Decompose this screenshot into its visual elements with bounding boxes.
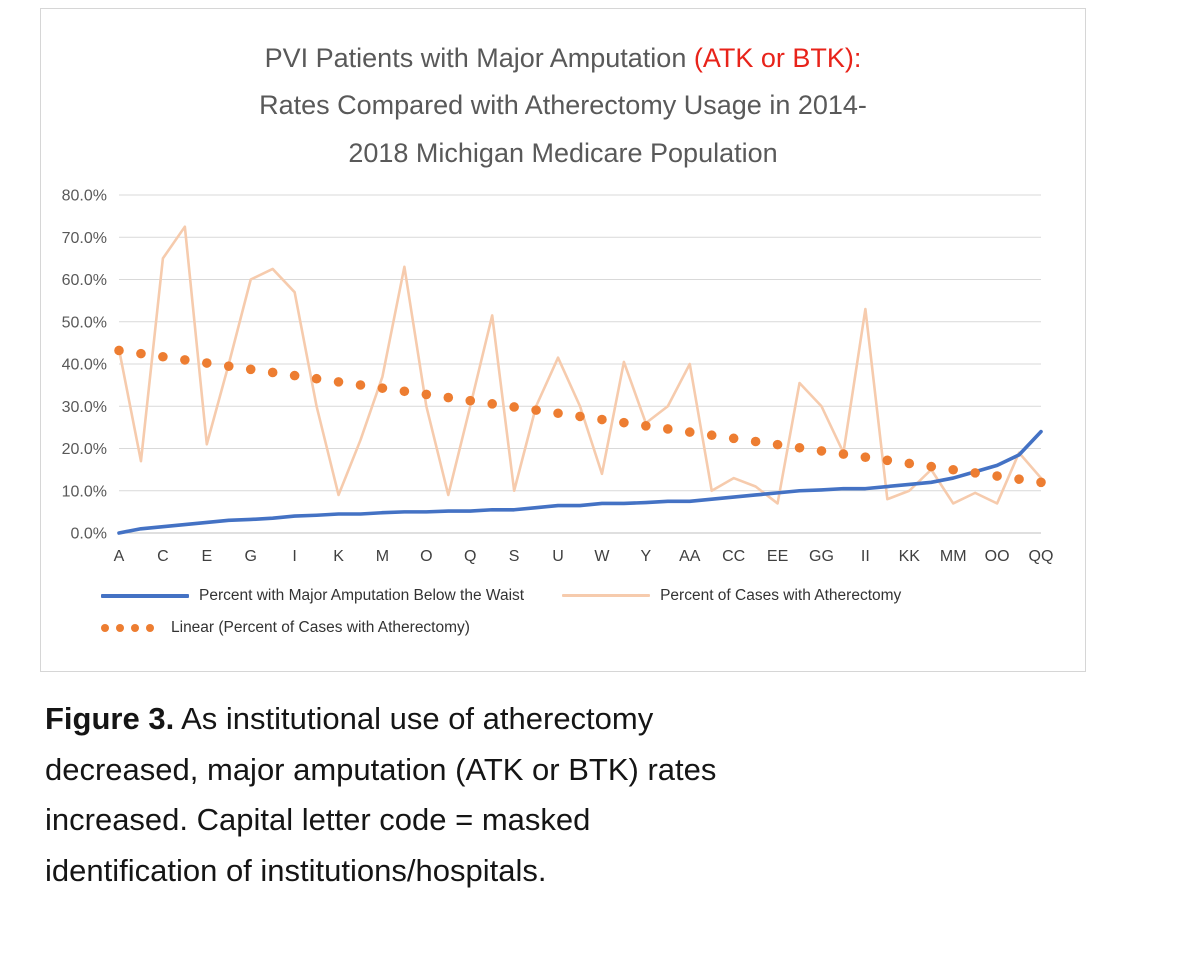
legend-item-atherectomy: Percent of Cases with Atherectomy	[562, 587, 901, 605]
figure-panel: PVI Patients with Major Amputation (ATK …	[40, 8, 1086, 672]
svg-text:E: E	[201, 548, 212, 565]
svg-text:CC: CC	[722, 548, 745, 565]
svg-text:20.0%: 20.0%	[62, 441, 107, 458]
svg-text:0.0%: 0.0%	[71, 525, 107, 542]
svg-text:60.0%: 60.0%	[62, 272, 107, 289]
svg-text:OO: OO	[985, 548, 1010, 565]
peach-line-sample-icon	[562, 594, 651, 598]
figure-caption-label: Figure 3.	[45, 701, 175, 736]
svg-text:10.0%: 10.0%	[62, 483, 107, 500]
legend-item-linear-trend: Linear (Percent of Cases with Atherectom…	[101, 619, 470, 637]
svg-text:GG: GG	[809, 548, 834, 565]
legend-label-linear-trend: Linear (Percent of Cases with Atherectom…	[171, 618, 470, 636]
svg-text:QQ: QQ	[1029, 548, 1054, 565]
blue-line-sample-icon	[101, 593, 189, 598]
legend-label-amputation: Percent with Major Amputation Below the …	[199, 586, 525, 604]
svg-text:O: O	[420, 548, 432, 565]
svg-text:MM: MM	[940, 548, 967, 565]
svg-text:G: G	[244, 548, 256, 565]
svg-text:70.0%: 70.0%	[62, 230, 107, 247]
svg-text:40.0%: 40.0%	[62, 356, 107, 373]
svg-text:50.0%: 50.0%	[62, 314, 107, 331]
svg-text:30.0%: 30.0%	[62, 399, 107, 416]
svg-text:A: A	[114, 548, 125, 565]
chart-title: PVI Patients with Major Amputation (ATK …	[41, 35, 1085, 177]
svg-text:II: II	[861, 548, 870, 565]
chart-title-line1-red: (ATK or BTK):	[693, 43, 862, 73]
svg-text:Y: Y	[641, 548, 652, 565]
chart-title-line2: Rates Compared with Atherectomy Usage in…	[259, 90, 867, 121]
svg-text:S: S	[509, 548, 520, 565]
legend-row-2: Linear (Percent of Cases with Atherectom…	[101, 619, 1085, 637]
dotted-trend-sample-icon	[101, 623, 161, 632]
svg-text:M: M	[376, 548, 389, 565]
chart-title-line1: PVI Patients with Major Amputation (ATK …	[41, 35, 1085, 82]
svg-text:KK: KK	[899, 548, 921, 565]
chart-plot-area: 0.0% 10.0% 20.0% 30.0% 40.0% 50.0% 60.0% 70.0% 8…	[62, 187, 1054, 565]
svg-text:I: I	[292, 548, 296, 565]
svg-text:W: W	[594, 548, 610, 565]
figure-caption: Figure 3. As institutional use of athere…	[45, 694, 750, 896]
svg-text:K: K	[333, 548, 344, 565]
svg-text:U: U	[552, 548, 564, 565]
chart-title-line1-black: PVI Patients with Major Amputation	[264, 43, 694, 73]
svg-text:AA: AA	[679, 548, 701, 565]
legend-item-amputation: Percent with Major Amputation Below the …	[101, 587, 524, 605]
chart-legend: Percent with Major Amputation Below the …	[101, 587, 1085, 637]
svg-text:80.0%: 80.0%	[62, 187, 107, 204]
figure-caption-text: As institutional use of atherectomy decr…	[45, 701, 717, 888]
legend-label-atherectomy: Percent of Cases with Atherectomy	[660, 586, 902, 604]
svg-text:C: C	[157, 548, 169, 565]
svg-text:Q: Q	[464, 548, 476, 565]
svg-text:EE: EE	[767, 548, 788, 565]
chart-title-line3: 2018 Michigan Medicare Population	[348, 137, 778, 168]
legend-row-1: Percent with Major Amputation Below the …	[101, 587, 1085, 605]
